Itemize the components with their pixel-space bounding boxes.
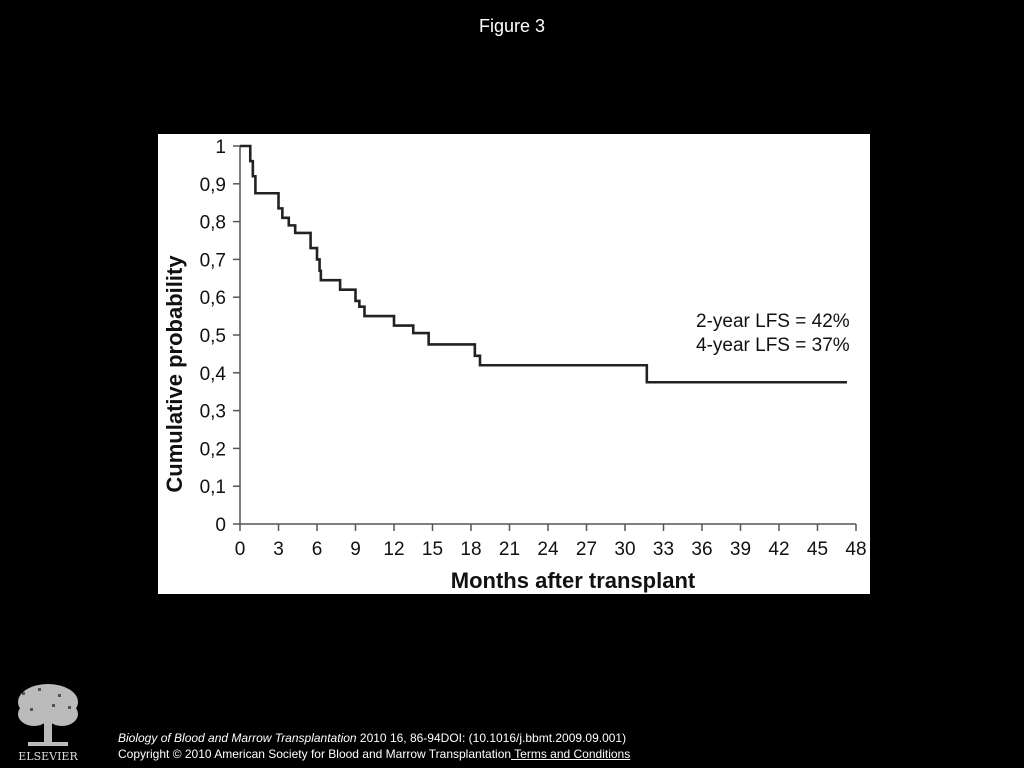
y-tick-label: 1 (215, 137, 226, 158)
x-tick-label: 48 (845, 539, 866, 560)
y-tick-label: 0,6 (200, 288, 226, 309)
annotation-2yr-lfs: 2-year LFS = 42% (696, 311, 850, 332)
y-tick-label: 0 (215, 515, 226, 536)
x-tick-label: 15 (422, 539, 443, 560)
x-tick-label: 9 (350, 539, 361, 560)
figure-title: Figure 3 (478, 16, 546, 36)
survival-chart: 00,10,20,30,40,50,60,70,80,910 3 6 9 12 15 18 2… (162, 137, 867, 593)
x-tick-label: 24 (537, 539, 559, 560)
elsevier-wordmark: ELSEVIER (18, 750, 78, 763)
journal-name: Biology of Blood and Marrow Transplantat… (118, 731, 357, 745)
y-tick-label: 0,1 (200, 477, 226, 498)
y-tick-label: 0,9 (200, 175, 226, 196)
citation-line: Biology of Blood and Marrow Transplantat… (118, 730, 630, 746)
x-tick-label: 27 (576, 539, 597, 560)
y-tick-label: 0,2 (200, 439, 226, 460)
x-tick-label: 45 (807, 539, 828, 560)
x-tick-label: 18 (460, 539, 481, 560)
x-axis-label: Months after transplant (451, 568, 696, 593)
y-tick-label: 0,7 (200, 250, 226, 271)
y-tick-label: 0,4 (200, 364, 227, 385)
terms-link[interactable]: Terms and Conditions (511, 747, 631, 761)
citation-details: 2010 16, 86-94DOI: (10.1016/j.bbmt.2009.… (356, 731, 627, 745)
x-tick-label: 30 (614, 539, 635, 560)
copyright-line: Copyright © 2010 American Society for Bl… (118, 746, 630, 762)
y-axis-label: Cumulative probability (162, 255, 187, 493)
y-tick-label: 0,5 (200, 326, 226, 347)
chart-panel: 0 0,1 0,2 0,3 0,4 0,5 0,6 0,7 0,8 0,9 1 0 3 6 9 12 15 18 2… (158, 134, 870, 594)
y-tick-label: 0,8 (200, 213, 226, 234)
annotation-4yr-lfs: 4-year LFS = 37% (696, 335, 850, 356)
x-tick-label: 0 (235, 539, 246, 560)
x-tick-label: 6 (312, 539, 323, 560)
x-tick-label: 33 (653, 539, 674, 560)
x-tick-label: 39 (730, 539, 751, 560)
x-tick-label: 21 (499, 539, 520, 560)
chart-series (240, 144, 848, 384)
x-tick-label: 12 (383, 539, 404, 560)
x-tick-label: 3 (273, 539, 284, 560)
copyright-text: Copyright © 2010 American Society for Bl… (118, 747, 512, 761)
survival-curve (240, 144, 848, 384)
x-tick-label: 42 (768, 539, 789, 560)
x-tick-label: 36 (691, 539, 712, 560)
elsevier-logo: ELSEVIER (8, 680, 88, 764)
y-tick-label: 0,3 (200, 402, 226, 423)
chart-ticks: 00,10,20,30,40,50,60,70,80,910 3 6 9 12 15 18 2… (200, 137, 867, 560)
citation-footer: Biology of Blood and Marrow Transplantat… (118, 730, 630, 762)
